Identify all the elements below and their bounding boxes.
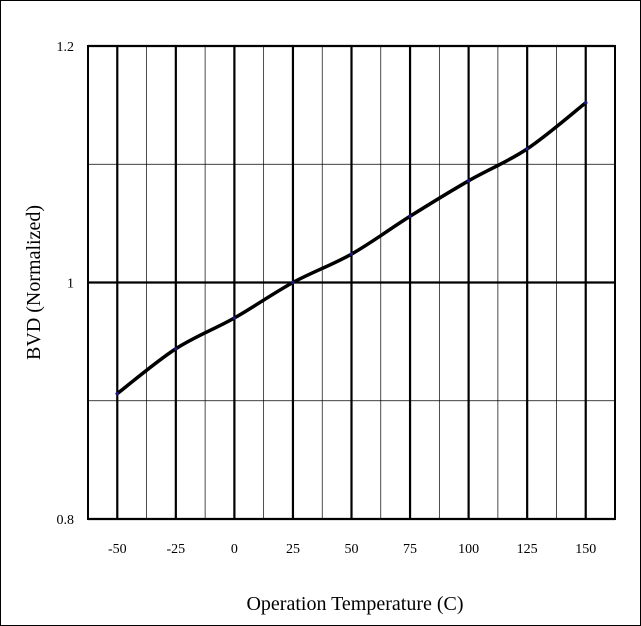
y-tick-labels: 0.8 1 1.2 xyxy=(57,40,75,528)
x-tick-label: 0 xyxy=(231,542,238,557)
x-tick-label: -25 xyxy=(166,542,185,557)
plot-area-border xyxy=(87,45,616,520)
data-point xyxy=(467,179,471,183)
data-point xyxy=(174,347,178,351)
y-tick-label: 0.8 xyxy=(57,513,75,528)
data-point xyxy=(525,147,529,151)
x-tick-label: 75 xyxy=(403,542,417,557)
data-point xyxy=(232,316,236,320)
y-axis-title: BVD (Normalized) xyxy=(23,205,45,360)
x-tick-label: 25 xyxy=(286,542,300,557)
x-tick-label: 125 xyxy=(517,542,538,557)
data-point xyxy=(291,280,295,285)
series-group xyxy=(115,101,588,396)
y-tick-label: 1 xyxy=(67,277,74,292)
data-point xyxy=(584,101,588,105)
y-tick-label: 1.2 xyxy=(57,40,75,55)
x-tick-label: -50 xyxy=(108,542,127,557)
x-tick-label: 150 xyxy=(575,542,596,557)
x-axis-title: Operation Temperature (C) xyxy=(246,593,463,615)
data-point xyxy=(115,392,119,396)
major-grid xyxy=(88,44,615,521)
x-tick-label: 100 xyxy=(458,542,479,557)
data-point xyxy=(408,214,412,218)
x-tick-labels: -50 -25 0 25 50 75 100 125 150 xyxy=(108,542,596,557)
data-point xyxy=(349,252,354,256)
x-tick-label: 50 xyxy=(345,542,359,557)
